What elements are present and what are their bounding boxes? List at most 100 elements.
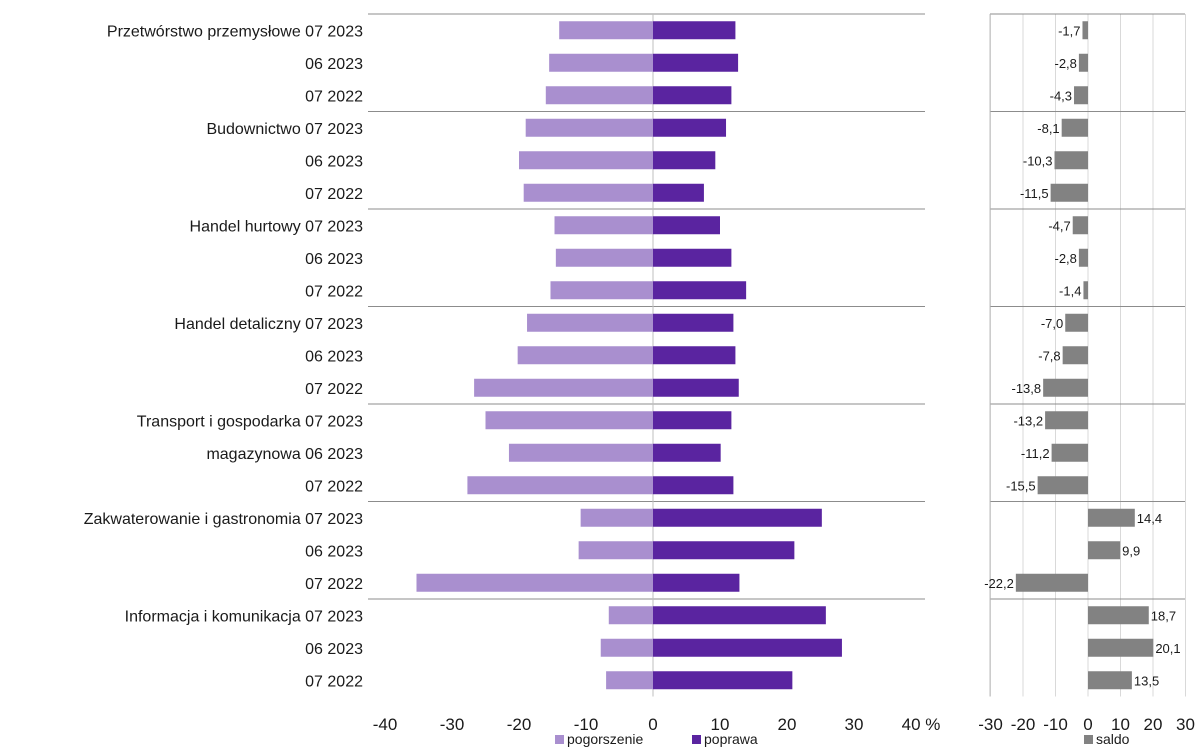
category-label: magazynowa 06 2023 [206,446,363,463]
bar-saldo [1082,21,1088,40]
bar-saldo [1083,281,1088,300]
bar-pogorszenie [474,378,653,397]
saldo-data-label: -13,8 [1012,381,1042,396]
bar-saldo [1045,411,1088,430]
saldo-data-label: -4,3 [1050,88,1072,103]
category-label: 07 2022 [305,283,363,300]
side-x-tick-label: -10 [1043,715,1068,734]
category-label: 07 2022 [305,673,363,690]
bar-saldo [1037,476,1088,495]
saldo-data-label: -11,2 [1021,446,1050,461]
bar-poprawa [653,21,736,40]
bar-poprawa [653,638,842,657]
bar-saldo [1088,671,1132,690]
bar-pogorszenie [485,411,653,430]
category-label: Informacja i komunikacja 07 2023 [125,608,363,625]
saldo-data-label: 18,7 [1151,608,1176,623]
bar-saldo [1088,638,1154,657]
category-label: 06 2023 [305,348,363,365]
saldo-data-label: -2,8 [1054,56,1076,71]
bar-poprawa [653,378,739,397]
bar-saldo [1074,86,1088,105]
bar-poprawa [653,541,795,560]
main-x-tick-label: -10 [574,715,599,734]
bar-saldo [1061,118,1088,137]
bar-poprawa [653,281,747,300]
saldo-data-label: -7,0 [1041,316,1063,331]
bar-pogorszenie [545,86,653,105]
main-x-tick-label: 0 [648,715,657,734]
bar-saldo [1088,606,1149,625]
bar-poprawa [653,118,727,137]
side-x-tick-label: 10 [1111,715,1130,734]
bar-pogorszenie [550,281,653,300]
bar-pogorszenie [549,53,653,72]
bar-saldo [1078,53,1088,72]
bar-pogorszenie [525,118,653,137]
saldo-data-label: -10,3 [1023,153,1053,168]
category-label: Handel detaliczny 07 2023 [174,316,363,333]
saldo-data-label: -15,5 [1006,478,1036,493]
main-x-tick-label: -20 [507,715,532,734]
bar-poprawa [653,476,734,495]
category-label: 06 2023 [305,153,363,170]
bar-saldo [1062,346,1088,365]
main-x-tick-label: 30 [845,715,864,734]
bar-pogorszenie [527,313,653,332]
bar-pogorszenie [580,508,653,527]
side-x-tick-label: 30 [1176,715,1195,734]
legend-swatch-poprawa [692,735,701,744]
legend-label-saldo: saldo [1096,731,1130,747]
saldo-data-label: -11,5 [1020,186,1049,201]
bar-saldo [1051,443,1088,462]
bar-saldo [1088,541,1121,560]
bar-saldo [1043,378,1088,397]
category-label: Budownictwo 07 2023 [206,121,363,138]
saldo-data-label: -2,8 [1054,251,1076,266]
bar-pogorszenie [517,346,653,365]
category-label: 06 2023 [305,543,363,560]
saldo-data-label: 13,5 [1134,673,1159,688]
category-label: 07 2022 [305,381,363,398]
main-x-tick-label: 20 [778,715,797,734]
bar-pogorszenie [467,476,653,495]
saldo-data-label: 20,1 [1155,641,1180,656]
bar-pogorszenie [606,671,653,690]
bar-pogorszenie [416,573,653,592]
bar-pogorszenie [600,638,653,657]
bar-poprawa [653,508,822,527]
saldo-data-label: -1,7 [1058,23,1080,38]
bar-pogorszenie [554,216,653,235]
category-label: 07 2022 [305,478,363,495]
category-label: 07 2022 [305,576,363,593]
main-x-tick-label: 10 [711,715,730,734]
bar-saldo [1072,216,1088,235]
saldo-data-label: -4,7 [1048,218,1070,233]
category-label: 06 2023 [305,641,363,658]
bar-poprawa [653,216,720,235]
legend-label-pogorszenie: pogorszenie [567,731,643,747]
bar-saldo [1015,573,1088,592]
bar-saldo [1054,151,1088,170]
side-x-tick-label: -20 [1011,715,1036,734]
category-label: Transport i gospodarka 07 2023 [137,413,363,430]
side-x-tick-label: -30 [978,715,1003,734]
category-label: 07 2022 [305,186,363,203]
category-label: Przetwórstwo przemysłowe 07 2023 [107,23,363,40]
bar-pogorszenie [608,606,653,625]
side-x-tick-label: 0 [1083,715,1092,734]
bar-poprawa [653,248,732,267]
bar-pogorszenie [523,183,653,202]
bar-poprawa [653,573,740,592]
bar-poprawa [653,53,739,72]
saldo-data-label: -13,2 [1013,413,1043,428]
main-x-tick-label: 40 % [902,715,941,734]
bar-poprawa [653,86,732,105]
bar-poprawa [653,606,826,625]
main-x-tick-label: -40 [373,715,398,734]
bar-poprawa [653,671,793,690]
saldo-data-label: 14,4 [1137,511,1162,526]
category-label: 06 2023 [305,251,363,268]
bar-poprawa [653,183,704,202]
